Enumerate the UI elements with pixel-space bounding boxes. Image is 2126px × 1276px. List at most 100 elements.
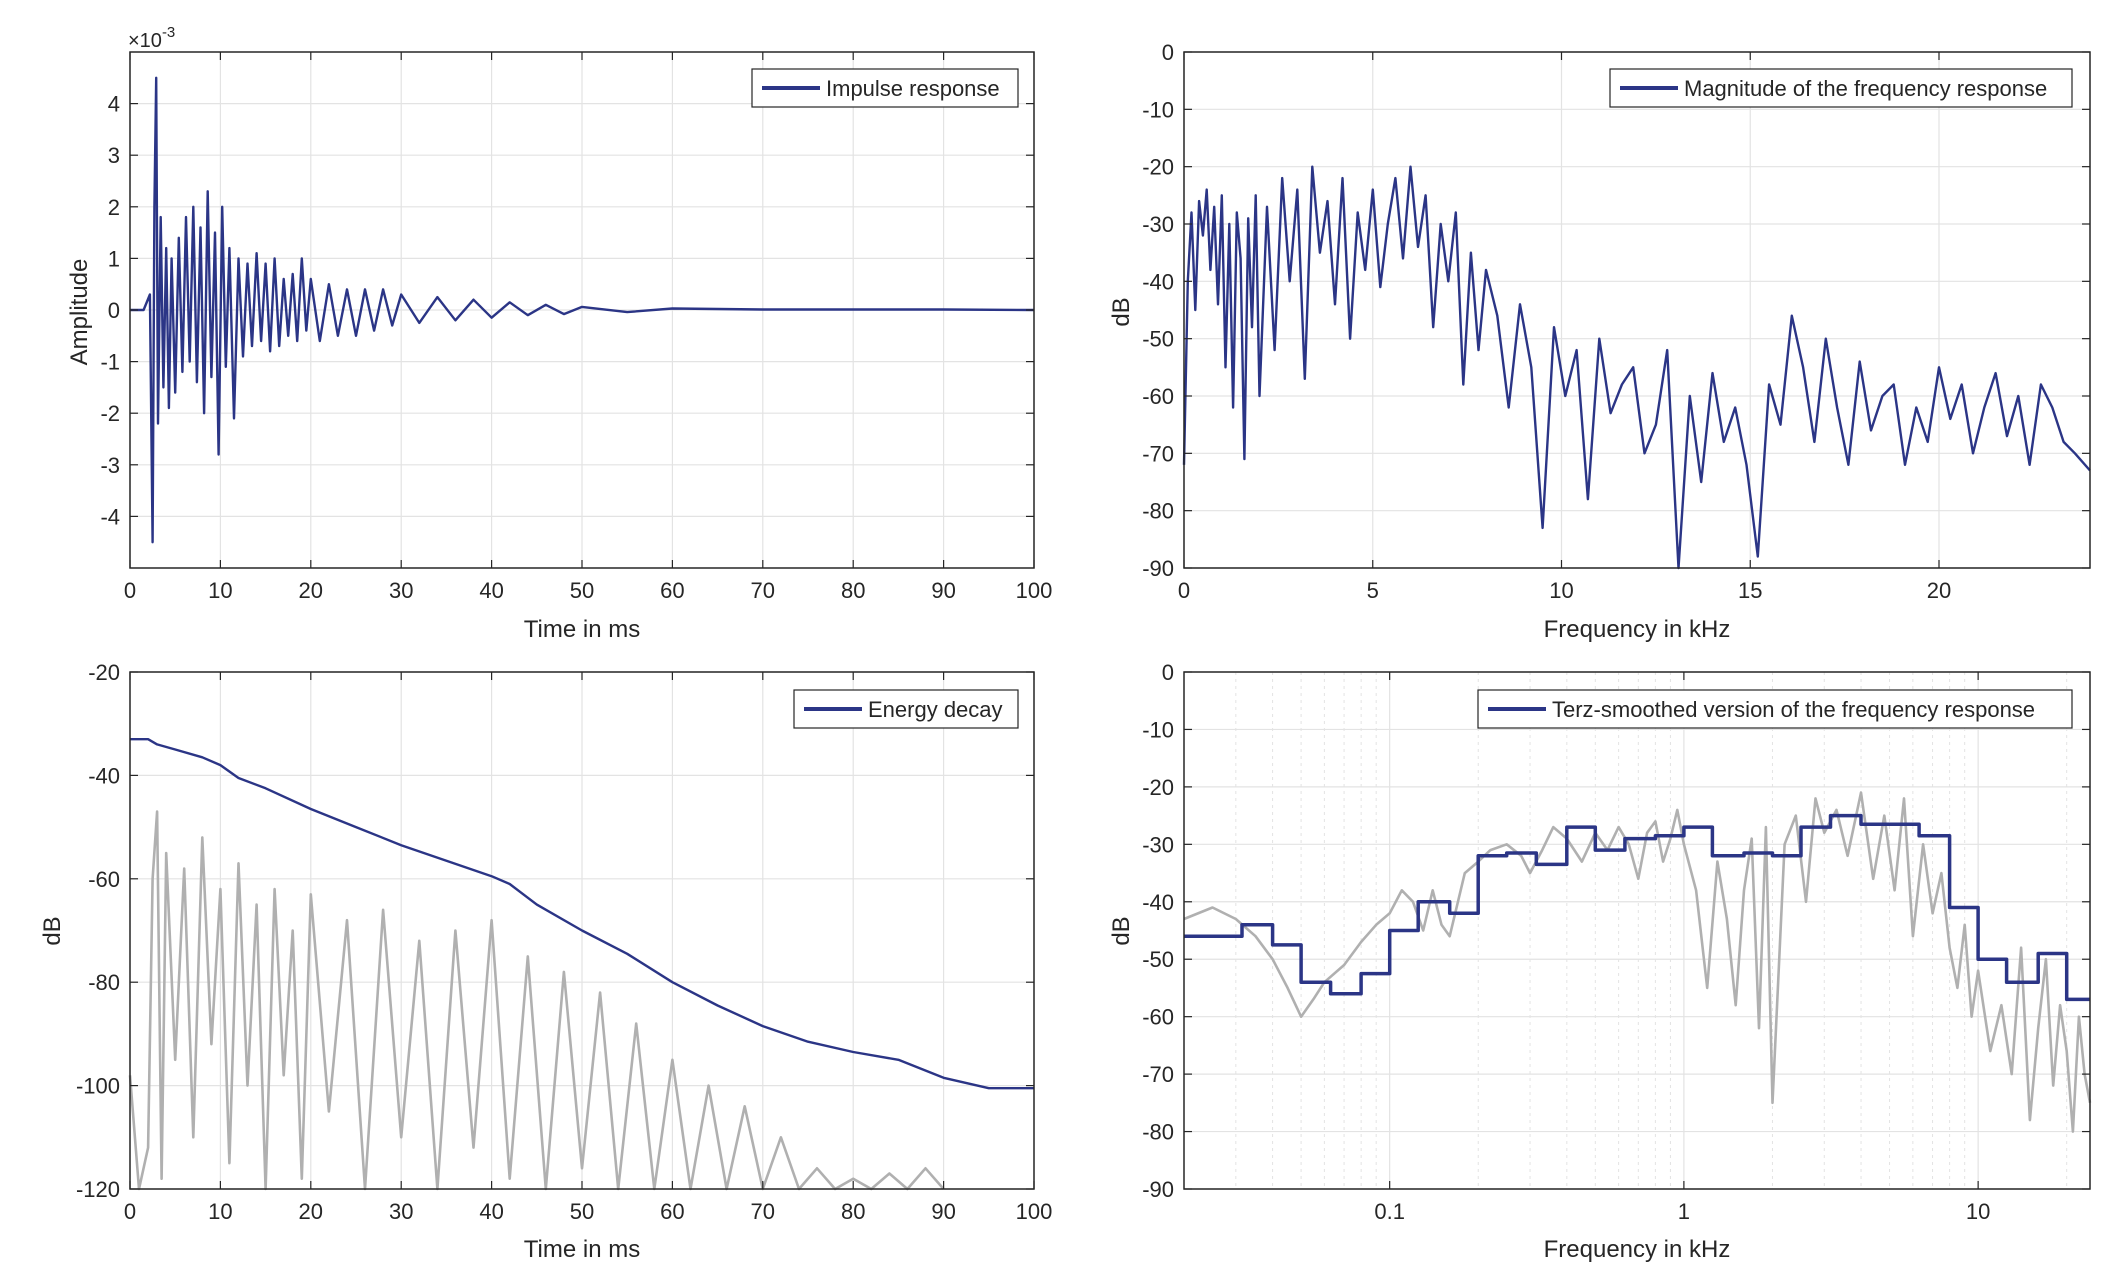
magnitude-ytick-label: 0 [1162,40,1174,65]
decay-legend: Energy decay [793,689,1019,729]
terz-panel: 0.1 1 10 0 -10 -20 -30 -40 -50 -60 -70 -80 -90 Frequ… [1108,660,2092,1263]
decay-ytick-label: -80 [88,970,120,995]
terz-legend: Terz-smoothed version of the frequency r… [1477,689,2073,729]
decay-ticks: 0 10 20 30 40 50 60 70 80 90 100 -20 -40 -60 -80 -100 -1… [76,660,1052,1224]
terz-background-series-line [1183,791,2092,1133]
decay-xtick-label: 50 [570,1199,594,1224]
decay-ytick-label: -100 [76,1074,120,1099]
impulse-xtick-label: 70 [751,578,775,603]
impulse-y-multiplier-exp: -3 [162,24,175,41]
decay-panel: 0 10 20 30 40 50 60 70 80 90 100 -20 -40 -60 -80 -100 -1… [39,660,1052,1263]
decay-xtick-label: 70 [751,1199,775,1224]
impulse-ytick-label: 2 [108,195,120,220]
impulse-xtick-label: 60 [660,578,684,603]
magnitude-primary-series-line [1182,165,2091,570]
terz-ytick-label: -70 [1142,1062,1174,1087]
magnitude-axes-frame [1183,51,2091,569]
impulse-legend: Impulse response [751,68,1019,108]
magnitude-ytick-label: -50 [1142,327,1174,352]
magnitude-xtick-label: 0 [1178,578,1190,603]
terz-ytick-label: -20 [1142,775,1174,800]
magnitude-ytick-label: -20 [1142,155,1174,180]
magnitude-xtick-label: 10 [1549,578,1573,603]
magnitude-panel: 0 5 10 15 20 0 -10 -20 -30 -40 -50 -60 -70 -80 -90 Fre… [1108,40,2091,643]
terz-ylabel: dB [1108,916,1135,945]
magnitude-legend-box [1609,68,2073,108]
terz-grid [1184,671,2090,1190]
magnitude-legend: Magnitude of the frequency response [1609,68,2073,108]
terz-ytick-label: -30 [1142,832,1174,857]
terz-axes-frame [1183,671,2091,1190]
terz-ytick-label: 0 [1162,660,1174,685]
terz-xtick-label: 1 [1678,1199,1690,1224]
impulse-ytick-label: 1 [108,246,120,271]
impulse-ytick-label: 0 [108,298,120,323]
impulse-primary-series-line [130,76,1035,544]
terz-data [1183,791,2092,1133]
terz-ytick-label: -10 [1142,717,1174,742]
impulse-xtick-label: 30 [389,578,413,603]
impulse-ytick-label: 4 [108,92,120,117]
terz-legend-label: Terz-smoothed version of the frequency r… [1552,697,2035,722]
impulse-xtick-label: 100 [1016,578,1053,603]
impulse-ytick-label: 3 [108,143,120,168]
terz-ytick-label: -80 [1142,1120,1174,1145]
decay-xlabel: Time in ms [524,1236,640,1263]
decay-ylabel: dB [39,916,66,945]
terz-legend-box [1477,689,2073,729]
impulse-ylabel: Amplitude [66,259,93,366]
decay-ytick-label: -60 [88,867,120,892]
terz-xlabel: Frequency in kHz [1544,1236,1731,1263]
terz-xtick-label: 10 [1966,1199,1990,1224]
magnitude-ytick-label: -10 [1142,97,1174,122]
decay-xtick-label: 20 [299,1199,323,1224]
impulse-xtick-label: 80 [841,578,865,603]
decay-xtick-label: 10 [208,1199,232,1224]
magnitude-ytick-label: -90 [1142,556,1174,581]
impulse-xtick-label: 90 [931,578,955,603]
magnitude-data [1182,165,2091,570]
decay-legend-label: Energy decay [868,697,1003,722]
magnitude-ylabel: dB [1108,297,1135,326]
decay-xtick-label: 100 [1016,1199,1053,1224]
decay-xtick-label: 80 [841,1199,865,1224]
impulse-xtick-label: 10 [208,578,232,603]
terz-ytick-label: -50 [1142,947,1174,972]
terz-xtick-label: 0.1 [1374,1199,1405,1224]
decay-background-series-line [128,810,945,1191]
impulse-ytick-label: -4 [100,504,120,529]
decay-ytick-label: -40 [88,763,120,788]
impulse-xtick-label: 20 [299,578,323,603]
decay-xtick-label: 60 [660,1199,684,1224]
impulse-y-multiplier: ×10-3 [128,24,175,52]
magnitude-ticks: 0 5 10 15 20 0 -10 -20 -30 -40 -50 -60 -70 -80 -90 [1142,40,2090,603]
terz-ytick-label: -60 [1142,1005,1174,1030]
magnitude-xtick-label: 5 [1367,578,1379,603]
impulse-ytick-label: -1 [100,350,120,375]
impulse-xlabel: Time in ms [524,616,640,643]
impulse-xtick-label: 50 [570,578,594,603]
terz-ytick-label: -90 [1142,1177,1174,1202]
decay-xtick-label: 90 [931,1199,955,1224]
impulse-legend-label: Impulse response [826,76,1000,101]
magnitude-ytick-label: -70 [1142,441,1174,466]
impulse-y-multiplier-base: ×10 [128,30,162,52]
decay-xtick-label: 0 [124,1199,136,1224]
decay-xtick-label: 40 [479,1199,503,1224]
magnitude-ytick-label: -80 [1142,499,1174,524]
magnitude-ytick-label: -30 [1142,212,1174,237]
impulse-ticks: 0 10 20 30 40 50 60 70 80 90 100 -4 -3 -2 -1 0 1 2 3 4 [100,52,1052,603]
impulse-panel: 0 10 20 30 40 50 60 70 80 90 100 -4 -3 -2 -1 0 1 2 3 4 Time… [66,24,1052,643]
decay-ytick-label: -20 [88,660,120,685]
decay-primary-series-line [130,738,1034,1090]
impulse-xtick-label: 40 [479,578,503,603]
magnitude-ytick-label: -40 [1142,269,1174,294]
terz-ytick-label: -40 [1142,890,1174,915]
magnitude-xlabel: Frequency in kHz [1544,616,1731,643]
impulse-xtick-label: 0 [124,578,136,603]
impulse-data [130,76,1035,544]
impulse-ytick-label: -3 [100,453,120,478]
decay-data [128,738,1034,1191]
